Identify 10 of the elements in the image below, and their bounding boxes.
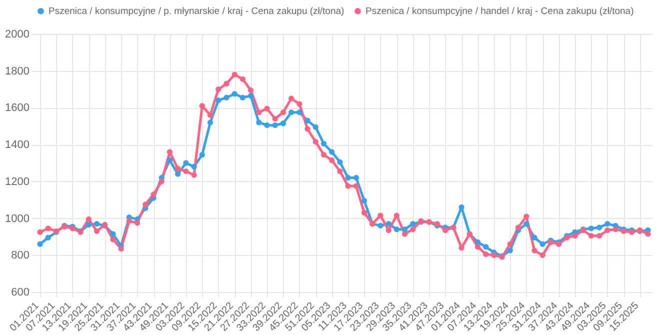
y-tick-label: 600 — [11, 286, 30, 298]
y-tick-label: 2000 — [5, 28, 30, 40]
y-tick-label: 800 — [11, 250, 30, 262]
legend-label: Pszenica / konsumpcyjne / handel / kraj - Cena zakupu (zł/tona) — [366, 6, 634, 18]
y-tick-label: 1200 — [5, 176, 30, 188]
y-tick-label: 1400 — [5, 139, 30, 152]
y-tick-label: 1800 — [5, 65, 30, 78]
y-tick-label: 1600 — [5, 102, 30, 114]
y-tick-label: 1000 — [5, 212, 30, 225]
legend-label: Pszenica / konsumpcyjne / p. młynarskie / kraj - Cena zakupu (zł/tona) — [48, 6, 344, 18]
